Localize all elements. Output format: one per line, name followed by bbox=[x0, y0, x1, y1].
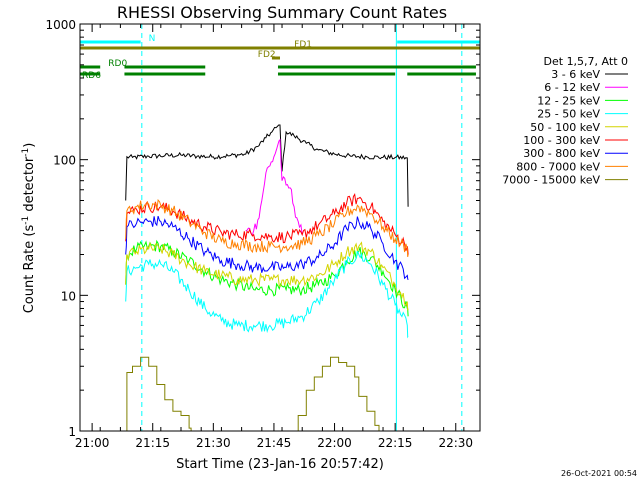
y-tick-label-100: 100 bbox=[53, 154, 76, 168]
state-label-rd0: RD0 bbox=[108, 59, 127, 69]
x-tick-label-21-15: 21:15 bbox=[135, 436, 170, 450]
legend-label-100-300-kev: 100 - 300 keV bbox=[523, 134, 600, 147]
state-label-fd2: FD2 bbox=[258, 50, 276, 60]
legend-label-50-100-kev: 50 - 100 keV bbox=[530, 121, 600, 134]
series-line-6-12-kev bbox=[245, 138, 303, 237]
x-tick-label-22-15: 22:15 bbox=[378, 436, 413, 450]
series-line-100-300-kev bbox=[125, 192, 409, 255]
x-axis-label: Start Time (23-Jan-16 20:57:42) bbox=[176, 457, 384, 472]
series-line-800-7000-kev bbox=[125, 198, 409, 257]
legend-label-3-6-kev: 3 - 6 keV bbox=[551, 68, 600, 81]
x-tick-label-21-45: 21:45 bbox=[257, 436, 292, 450]
legend-title: Det 1,5,7, Att 0 bbox=[544, 55, 628, 68]
series-line-50-100-kev bbox=[125, 241, 409, 311]
legend-label-300-800-kev: 300 - 800 keV bbox=[523, 147, 600, 160]
chart-title: RHESSI Observing Summary Count Rates bbox=[117, 3, 447, 22]
y-axis-label-main: Count Rate (s bbox=[22, 225, 37, 314]
x-tick-label-21-00: 21:00 bbox=[75, 436, 110, 450]
legend-label-7000-15000-kev: 7000 - 15000 keV bbox=[502, 174, 600, 187]
x-axis-ticks: 21:00 21:15 21:30 21:45 22:00 22:15 22:30 bbox=[75, 24, 473, 450]
series-line-12-25-kev bbox=[125, 239, 409, 317]
y-tick-label-10: 10 bbox=[61, 289, 76, 303]
legend-label-6-12-kev: 6 - 12 keV bbox=[544, 81, 600, 94]
legend-label-800-7000-kev: 800 - 7000 keV bbox=[516, 160, 600, 173]
state-label-rd6: RD6 bbox=[82, 71, 101, 81]
y-tick-label-1000: 1000 bbox=[45, 18, 76, 32]
state-label-n: N bbox=[149, 34, 156, 44]
plot-frame bbox=[79, 23, 481, 432]
state-bars: N FD1 FD2 RD0 RD6 bbox=[80, 34, 480, 81]
y-axis-label-mid: detector bbox=[22, 156, 37, 216]
y-tick-label-1: 1 bbox=[68, 425, 76, 439]
legend-label-25-50-kev: 25 - 50 keV bbox=[537, 108, 600, 121]
series-line-7000-15000-kev bbox=[125, 356, 380, 432]
state-label-fd1: FD1 bbox=[294, 40, 312, 50]
vertical-markers bbox=[79, 24, 463, 431]
series-layer bbox=[125, 124, 409, 432]
y-axis-label-sup2: -1 bbox=[21, 148, 31, 157]
series-line-300-800-kev bbox=[125, 215, 409, 281]
y-axis-ticks: 1 10 100 1000 bbox=[45, 18, 480, 439]
series-line-3-6-kev bbox=[125, 124, 409, 207]
y-axis-label-end: ) bbox=[22, 143, 37, 148]
x-tick-label-22-00: 22:00 bbox=[317, 436, 352, 450]
legend-label-12-25-kev: 12 - 25 keV bbox=[537, 94, 600, 107]
timestamp: 26-Oct-2021 00:54 bbox=[561, 469, 637, 478]
series-line-25-50-kev bbox=[125, 248, 409, 339]
x-tick-label-22-30: 22:30 bbox=[438, 436, 473, 450]
x-tick-label-21-30: 21:30 bbox=[196, 436, 231, 450]
y-axis-label: Count Rate (s-1 detector-1) bbox=[21, 143, 37, 314]
y-axis-label-sup1: -1 bbox=[21, 216, 31, 225]
